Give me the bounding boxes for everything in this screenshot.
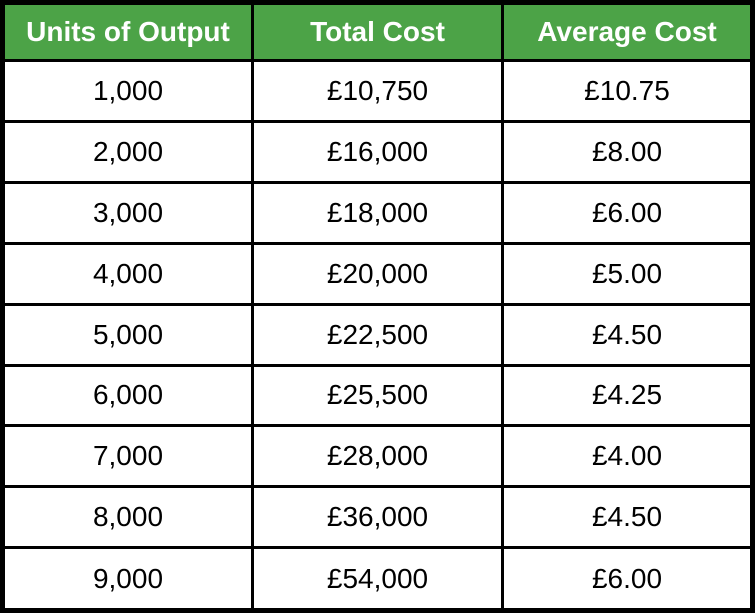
cell-total-cost: £25,500 — [251, 363, 504, 428]
table-row: 4,000 £20,000 £5.00 — [1, 241, 754, 306]
table-row: 8,000 £36,000 £4.50 — [1, 485, 754, 550]
cell-average-cost: £6.00 — [501, 546, 754, 612]
cell-average-cost: £6.00 — [501, 180, 754, 245]
cell-average-cost: £4.50 — [501, 485, 754, 550]
cell-units: 3,000 — [1, 180, 254, 245]
cell-total-cost: £22,500 — [251, 302, 504, 367]
cell-total-cost: £54,000 — [251, 546, 504, 612]
cell-total-cost: £16,000 — [251, 119, 504, 184]
table-header: Units of Output Total Cost Average Cost — [1, 1, 754, 62]
column-header-average-cost: Average Cost — [501, 1, 754, 62]
cell-units: 2,000 — [1, 119, 254, 184]
cell-units: 5,000 — [1, 302, 254, 367]
cell-units: 6,000 — [1, 363, 254, 428]
table-row: 9,000 £54,000 £6.00 — [1, 546, 754, 612]
cell-total-cost: £20,000 — [251, 241, 504, 306]
cell-average-cost: £4.50 — [501, 302, 754, 367]
cell-total-cost: £36,000 — [251, 485, 504, 550]
table-row: 5,000 £22,500 £4.50 — [1, 302, 754, 367]
header-row: Units of Output Total Cost Average Cost — [1, 1, 754, 62]
cell-average-cost: £5.00 — [501, 241, 754, 306]
table-row: 1,000 £10,750 £10.75 — [1, 59, 754, 123]
cell-units: 7,000 — [1, 424, 254, 489]
cell-units: 1,000 — [1, 59, 254, 123]
table-row: 2,000 £16,000 £8.00 — [1, 119, 754, 184]
cell-total-cost: £18,000 — [251, 180, 504, 245]
cell-average-cost: £10.75 — [501, 59, 754, 123]
table-row: 6,000 £25,500 £4.25 — [1, 363, 754, 428]
table-row: 7,000 £28,000 £4.00 — [1, 424, 754, 489]
cell-average-cost: £4.25 — [501, 363, 754, 428]
cell-units: 8,000 — [1, 485, 254, 550]
cell-average-cost: £8.00 — [501, 119, 754, 184]
cell-total-cost: £28,000 — [251, 424, 504, 489]
cell-units: 4,000 — [1, 241, 254, 306]
cell-total-cost: £10,750 — [251, 59, 504, 123]
table-row: 3,000 £18,000 £6.00 — [1, 180, 754, 245]
table-body: 1,000 £10,750 £10.75 2,000 £16,000 £8.00… — [1, 59, 754, 612]
column-header-units-of-output: Units of Output — [1, 1, 254, 62]
column-header-total-cost: Total Cost — [251, 1, 504, 62]
cell-units: 9,000 — [1, 546, 254, 612]
cell-average-cost: £4.00 — [501, 424, 754, 489]
